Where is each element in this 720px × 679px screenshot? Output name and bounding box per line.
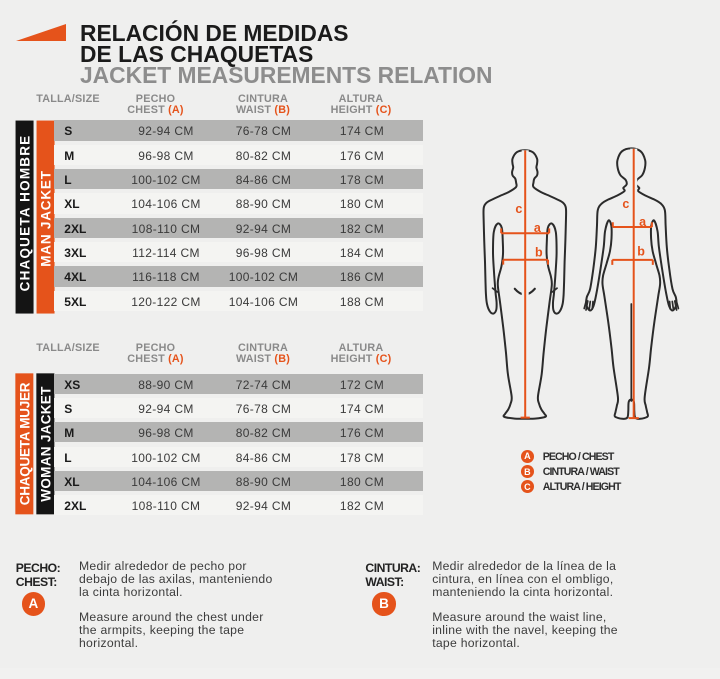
svg-text:b: b — [535, 246, 543, 260]
svg-text:c: c — [515, 202, 522, 216]
svg-text:b: b — [637, 245, 645, 259]
svg-text:c: c — [622, 197, 629, 211]
svg-text:a: a — [639, 215, 647, 229]
svg-text:a: a — [534, 221, 542, 235]
